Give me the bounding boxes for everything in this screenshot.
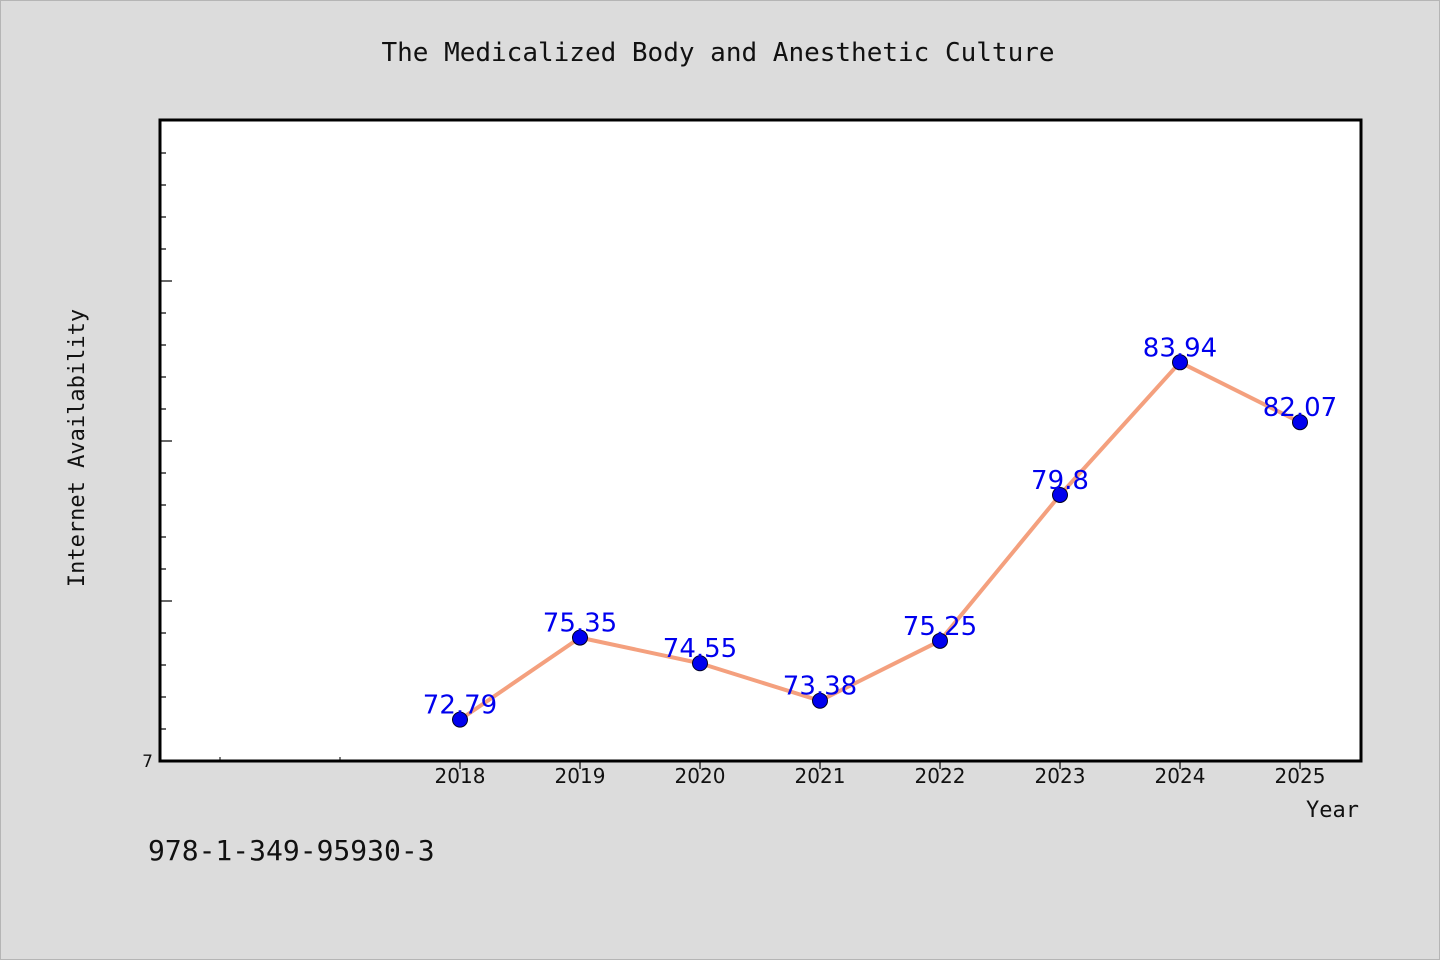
data-point [452,711,468,728]
x-tick-label: 2018 [435,764,486,788]
data-point [812,692,828,709]
data-point [932,632,948,649]
data-label: 79.8 [1031,466,1089,496]
x-tick-label: 2019 [555,764,606,788]
isbn-text: 978-1-349-95930-3 [148,834,435,867]
data-label: 82.07 [1263,393,1337,423]
data-point [1172,354,1188,371]
series-group: 72.79 75.35 74.55 73.38 75.25 79.8 83.94 82.07 [423,333,1337,728]
data-point [1292,414,1308,431]
x-tick-label: 2020 [675,764,726,788]
x-axis-label: Year [1306,798,1359,823]
data-point [1052,486,1068,503]
x-axis-ticks: 2018 2019 2020 2021 2022 2023 2024 2025 [219,757,1326,788]
data-point [692,655,708,672]
data-label: 72.79 [423,691,497,721]
data-label: 73.38 [783,672,857,702]
y-axis-label: Internet Availability [65,309,90,587]
y-axis-ticks [160,152,172,762]
y-tick-label: 7 [142,752,153,772]
data-label: 75.35 [543,609,617,639]
data-point [572,629,588,646]
data-label: 74.55 [663,634,737,664]
data-label: 75.25 [903,612,977,642]
data-label: 83.94 [1143,333,1217,363]
x-tick-label: 2022 [915,764,966,788]
x-tick-label: 2023 [1035,764,1086,788]
series-line [458,360,1302,722]
chart-title: The Medicalized Body and Anesthetic Cult… [381,38,1054,68]
x-tick-label: 2025 [1275,764,1326,788]
x-tick-label: 2021 [795,764,846,788]
plot-area [158,118,1363,763]
x-tick-label: 2024 [1155,764,1206,788]
